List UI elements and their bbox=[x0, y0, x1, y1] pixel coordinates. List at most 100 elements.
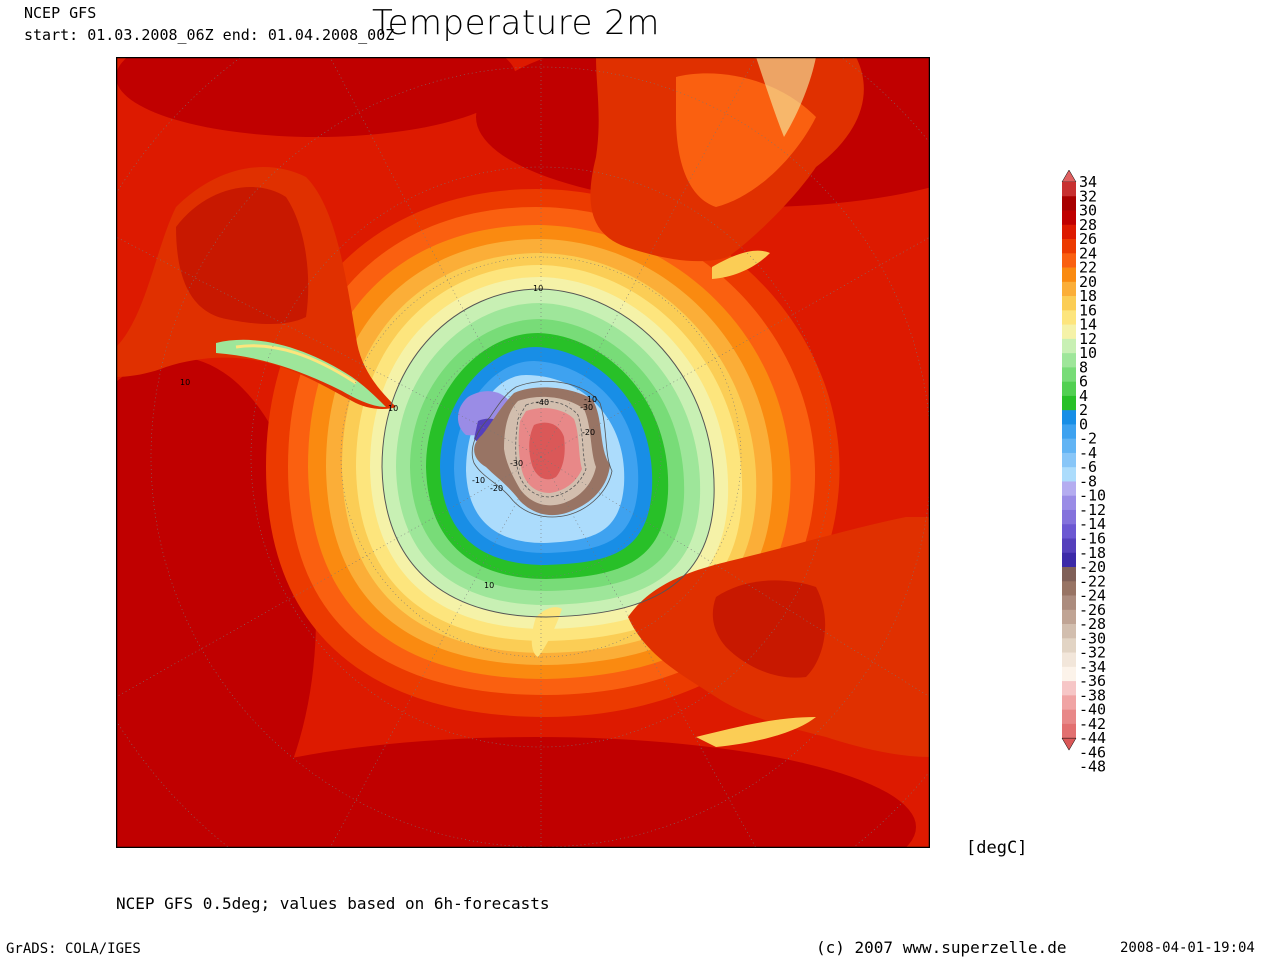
colorbar-swatch bbox=[1062, 638, 1076, 653]
colorbar-swatch bbox=[1062, 196, 1076, 211]
colorbar-tick-label: 34 bbox=[1079, 173, 1097, 191]
red-sea-region bbox=[756, 57, 816, 137]
colorbar-tick-label: -30 bbox=[1079, 629, 1106, 647]
colorbar-tick-label: -42 bbox=[1079, 715, 1106, 733]
colorbar-swatch bbox=[1062, 524, 1076, 539]
colorbar-swatch bbox=[1062, 723, 1076, 739]
colorbar-swatch bbox=[1062, 281, 1076, 297]
colorbar-tick-label: -16 bbox=[1079, 530, 1106, 548]
colorbar-tick-label: 2 bbox=[1079, 401, 1088, 419]
map-border bbox=[116, 57, 930, 848]
colorbar-swatch bbox=[1062, 381, 1076, 397]
contour-label: -20 bbox=[490, 484, 503, 493]
colorbar-swatch bbox=[1062, 481, 1076, 497]
colorbar-tick-label: 16 bbox=[1079, 301, 1097, 319]
contour-label: -30 bbox=[580, 403, 593, 412]
colorbar-swatch bbox=[1062, 624, 1076, 639]
colorbar-swatch bbox=[1062, 224, 1076, 240]
warm-band-nw bbox=[116, 57, 516, 137]
australia-interior bbox=[712, 580, 826, 678]
colorbar-swatch bbox=[1062, 552, 1076, 568]
colorbar-swatch bbox=[1062, 239, 1076, 254]
colorbar-tick-label: 30 bbox=[1079, 202, 1097, 220]
colorbar-tick-label: -2 bbox=[1079, 430, 1097, 448]
contour-label: 10 bbox=[180, 378, 190, 387]
colorbar-bottom-arrow bbox=[1061, 737, 1077, 751]
colorbar-swatch bbox=[1062, 353, 1076, 368]
colorbar-tick-label: -48 bbox=[1079, 758, 1106, 776]
colorbar-tick-label: -36 bbox=[1079, 672, 1106, 690]
colorbar-swatch bbox=[1062, 695, 1076, 710]
colorbar-swatch bbox=[1062, 395, 1076, 411]
contour-minus-10 bbox=[471, 380, 613, 518]
colorbar-tick-label: 32 bbox=[1079, 187, 1097, 205]
colorbar-swatch bbox=[1062, 267, 1076, 283]
colorbar-swatch bbox=[1062, 509, 1076, 525]
colorbar-tick-label: -18 bbox=[1079, 544, 1106, 562]
software-credit: GrADS: COLA/IGES bbox=[6, 941, 141, 957]
madagascar bbox=[712, 250, 770, 279]
contour-labels: 10 10 10 10 -10 -40 -30 -20 -30 -10 -20 bbox=[180, 284, 597, 590]
colorbar-tick-label: 14 bbox=[1079, 316, 1097, 334]
colorbar-swatch bbox=[1062, 666, 1076, 682]
colorbar-tick-label: -8 bbox=[1079, 472, 1097, 490]
contour-label: 10 bbox=[388, 404, 398, 413]
colorbar-swatch bbox=[1062, 182, 1076, 197]
colorbar-legend: 3432302826242220181614121086420-2-4-6-8-… bbox=[1061, 169, 1106, 776]
colorbar-tick-label: 18 bbox=[1079, 287, 1097, 305]
colorbar-swatch bbox=[1062, 681, 1076, 696]
colorbar-swatch bbox=[1062, 709, 1076, 725]
colorbar-tick-label: 0 bbox=[1079, 415, 1088, 433]
contour-label: 10 bbox=[533, 284, 543, 293]
graticule bbox=[116, 57, 930, 848]
colorbar-swatch bbox=[1062, 410, 1076, 425]
colorbar-swatch bbox=[1062, 324, 1076, 340]
colorbar-tick-label: 6 bbox=[1079, 373, 1088, 391]
colorbar-tick-label: -38 bbox=[1079, 686, 1106, 704]
source-label: NCEP GFS bbox=[24, 4, 97, 22]
colorbar-tick-label: 8 bbox=[1079, 358, 1088, 376]
colorbar-tick-label: 10 bbox=[1079, 344, 1097, 362]
colorbar-tick-label: -34 bbox=[1079, 658, 1106, 676]
warm-band-w bbox=[116, 357, 316, 848]
timestamp: 2008-04-01-19:04 bbox=[1120, 940, 1255, 956]
colorbar-tick-label: -24 bbox=[1079, 587, 1106, 605]
colorbar-swatches bbox=[1061, 169, 1077, 751]
colorbar-tick-label: 22 bbox=[1079, 259, 1097, 277]
colorbar-tick-label: 28 bbox=[1079, 216, 1097, 234]
colorbar-labels: 3432302826242220181614121086420-2-4-6-8-… bbox=[1079, 173, 1106, 776]
andes-snow bbox=[216, 339, 386, 407]
colorbar-tick-label: -20 bbox=[1079, 558, 1106, 576]
contour-label: -10 bbox=[472, 476, 485, 485]
colorbar-swatch bbox=[1062, 310, 1076, 325]
temperature-map: 10 10 10 10 -10 -40 -30 -20 -30 -10 -20 bbox=[116, 57, 930, 848]
colorbar-swatch bbox=[1062, 581, 1076, 596]
colorbar-swatch bbox=[1062, 609, 1076, 625]
colorbar-swatch bbox=[1062, 595, 1076, 611]
colorbar-swatch bbox=[1062, 296, 1076, 311]
colorbar-tick-label: -26 bbox=[1079, 601, 1106, 619]
footer-note: NCEP GFS 0.5deg; values based on 6h-fore… bbox=[116, 894, 550, 913]
colorbar-tick-label: -14 bbox=[1079, 515, 1106, 533]
copyright-text: (c) 2007 www.superzelle.de bbox=[816, 938, 1067, 957]
contour-label: -40 bbox=[536, 398, 549, 407]
new-zealand bbox=[531, 607, 562, 657]
warm-band-s bbox=[156, 737, 916, 848]
colorbar-tick-label: -22 bbox=[1079, 572, 1106, 590]
colorbar-swatch bbox=[1062, 210, 1076, 226]
contour-label: -30 bbox=[510, 459, 523, 468]
colorbar-tick-label: -6 bbox=[1079, 458, 1097, 476]
colorbar-swatch bbox=[1062, 367, 1076, 382]
colorbar-swatch bbox=[1062, 338, 1076, 354]
colorbar-tick-label: 4 bbox=[1079, 387, 1088, 405]
contour-label: 10 bbox=[484, 581, 494, 590]
colorbar-tick-label: 20 bbox=[1079, 273, 1097, 291]
colorbar-swatch bbox=[1062, 438, 1076, 454]
colorbar-tick-label: 24 bbox=[1079, 244, 1097, 262]
contour-label: -10 bbox=[584, 395, 597, 404]
contour-label: -20 bbox=[582, 428, 595, 437]
forecast-period: start: 01.03.2008_06Z end: 01.04.2008_00… bbox=[24, 26, 395, 44]
colorbar-tick-label: -40 bbox=[1079, 701, 1106, 719]
colorbar-swatch bbox=[1062, 495, 1076, 511]
colorbar-swatch bbox=[1062, 652, 1076, 668]
